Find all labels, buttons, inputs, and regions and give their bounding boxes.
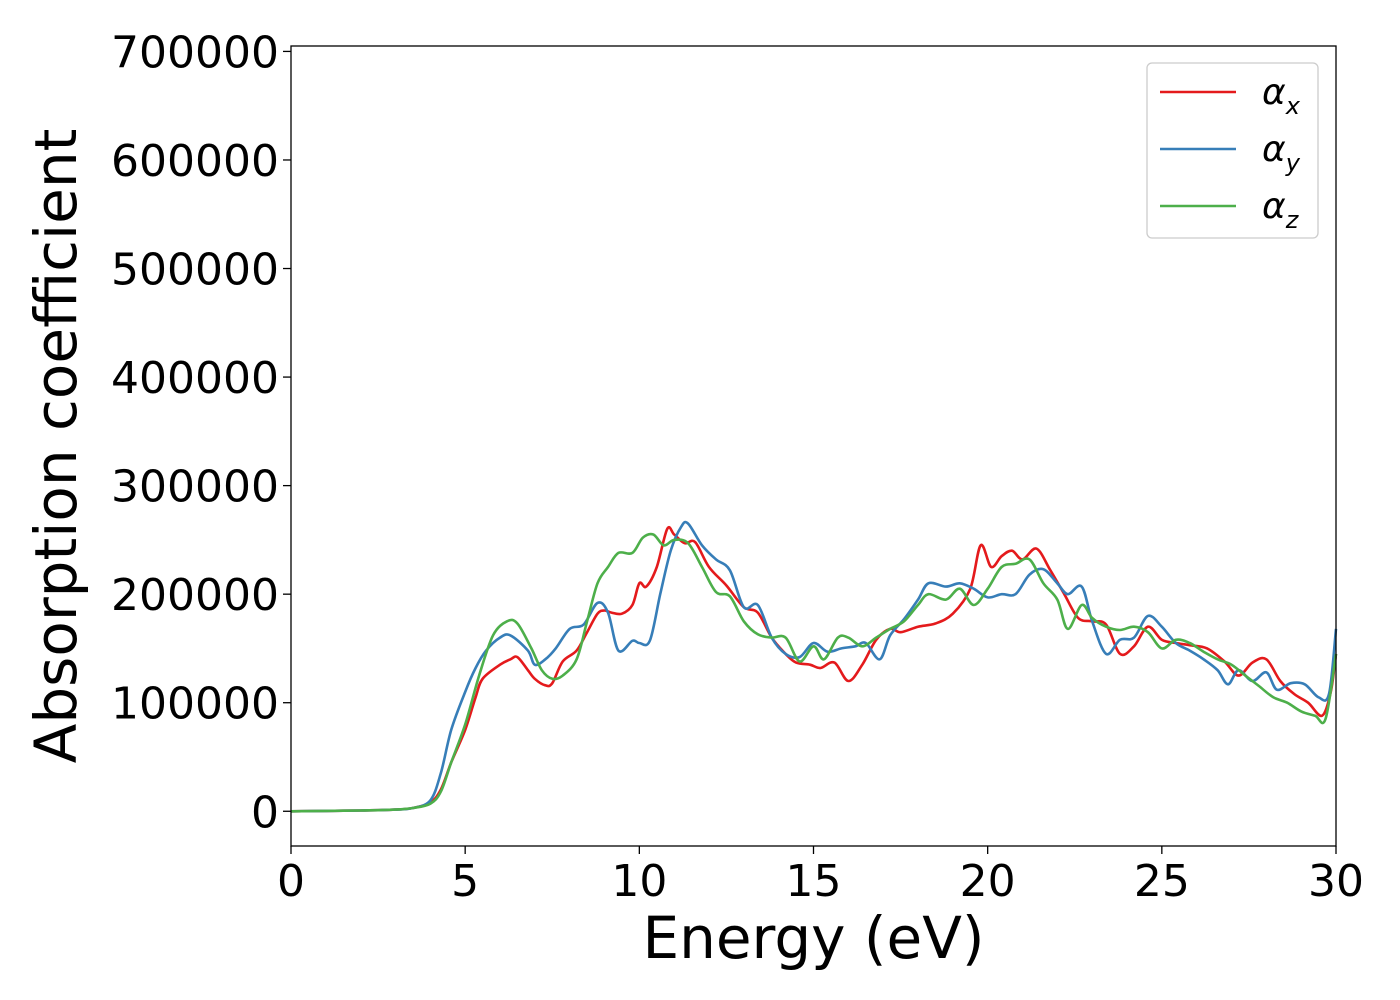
x-tick-label: 30 — [1308, 856, 1364, 907]
legend-subscript: y — [1285, 149, 1301, 177]
x-tick-label: 15 — [786, 856, 842, 907]
x-tick-label: 20 — [960, 856, 1016, 907]
y-tick-label: 500000 — [111, 245, 279, 296]
y-tick-label: 300000 — [111, 462, 279, 513]
series-line-x — [290, 525, 1338, 813]
series-lines — [290, 520, 1338, 813]
y-tick-label: 200000 — [111, 570, 279, 621]
y-axis-label: Absorption coefficient — [22, 129, 90, 764]
x-axis-ticks: 0 5 10 15 20 25 30 — [277, 846, 1364, 907]
x-axis-label: Energy (eV) — [642, 904, 984, 972]
legend-box — [1146, 62, 1319, 239]
x-tick-label: 10 — [611, 856, 667, 907]
x-tick-label: 25 — [1134, 856, 1190, 907]
legend-label-x: αx — [1262, 72, 1301, 120]
y-tick-label: 400000 — [111, 353, 279, 404]
y-tick-label: 0 — [251, 787, 279, 838]
plot-frame — [290, 45, 1337, 847]
series-line-y — [290, 520, 1338, 813]
legend-subscript: z — [1285, 206, 1300, 234]
x-tick-label: 0 — [277, 856, 305, 907]
y-tick-label: 700000 — [111, 27, 279, 78]
legend-symbol: α — [1262, 72, 1286, 113]
y-tick-label: 100000 — [111, 679, 279, 730]
legend-symbol: α — [1262, 186, 1286, 227]
x-tick-label: 5 — [451, 856, 479, 907]
legend-label-y: αy — [1262, 129, 1301, 177]
series-line-z — [290, 532, 1338, 813]
legend-symbol: α — [1262, 129, 1286, 170]
legend-label-z: αz — [1262, 186, 1300, 234]
y-tick-label: 600000 — [111, 136, 279, 187]
legend-subscript: x — [1285, 92, 1301, 120]
y-axis-ticks: 0 100000 200000 300000 400000 500000 600000 700… — [111, 27, 291, 838]
